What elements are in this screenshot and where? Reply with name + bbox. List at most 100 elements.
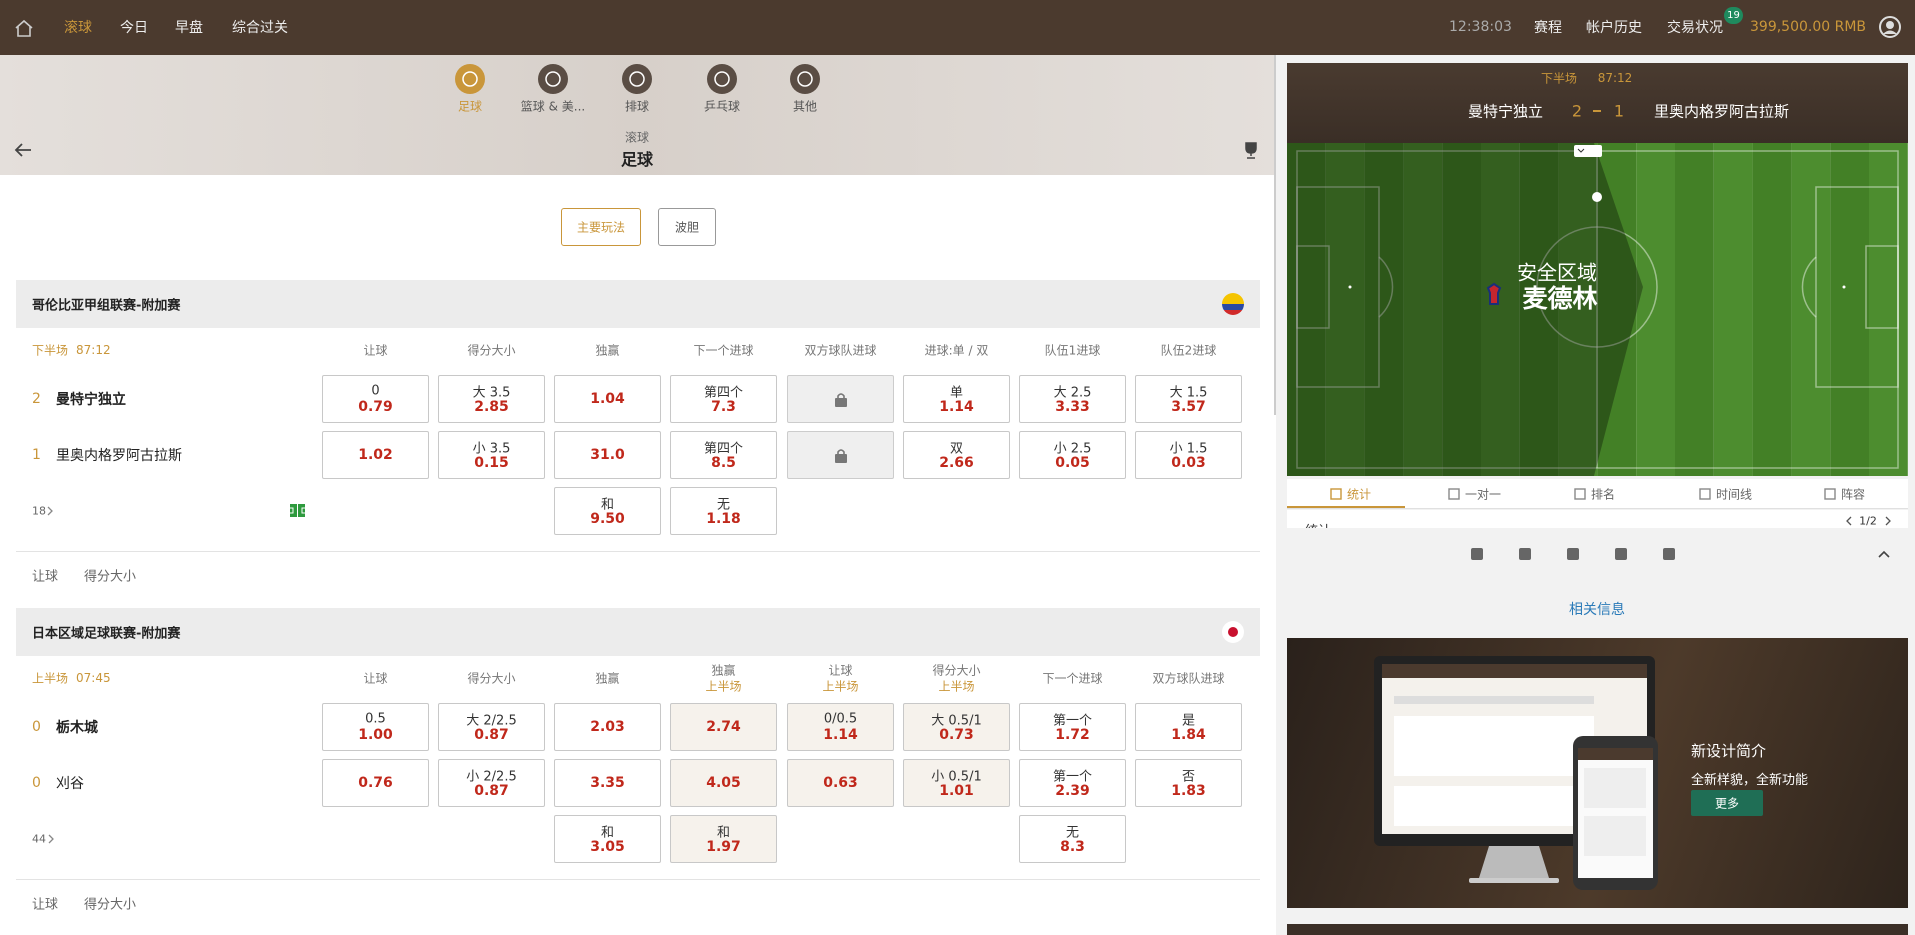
- footer-tab[interactable]: 让球: [32, 897, 59, 913]
- odds-cell[interactable]: 0.76: [322, 759, 429, 807]
- odds-cell: [787, 431, 894, 479]
- footer-tab[interactable]: 让球: [32, 569, 59, 585]
- odds-cell[interactable]: 大 1.5 3.57: [1135, 375, 1242, 423]
- sport-icon[interactable]: [537, 63, 569, 95]
- more-markets[interactable]: 44: [32, 832, 46, 846]
- odds-cell[interactable]: 2.74: [670, 703, 777, 751]
- odds-cell[interactable]: 大 2/2.5 0.87: [438, 703, 545, 751]
- team-name[interactable]: 曼特宁独立: [56, 392, 126, 408]
- home-team: 曼特宁独立: [1467, 102, 1543, 121]
- back-arrow[interactable]: [13, 141, 33, 159]
- market-tab[interactable]: 波胆: [658, 208, 716, 246]
- more-markets[interactable]: 18: [32, 504, 46, 518]
- nav-link[interactable]: 交易状况: [1667, 20, 1723, 36]
- sport-icon[interactable]: [706, 63, 738, 95]
- tool-icon[interactable]: [1565, 546, 1581, 562]
- nav-item[interactable]: 早盘: [175, 20, 203, 36]
- odds-cell[interactable]: 是 1.84: [1135, 703, 1242, 751]
- match-clock: 87:12: [76, 343, 111, 357]
- nav-item[interactable]: 滚球: [64, 20, 92, 36]
- odds-cell[interactable]: 0.5 1.00: [322, 703, 429, 751]
- sport-icon[interactable]: [621, 63, 653, 95]
- odds-cell[interactable]: 0/0.5 1.14: [787, 703, 894, 751]
- odds-cell[interactable]: 单 1.14: [903, 375, 1010, 423]
- tool-icon[interactable]: [1517, 546, 1533, 562]
- odds-cell[interactable]: 小 2.5 0.05: [1019, 431, 1126, 479]
- odds-cell[interactable]: 小 2/2.5 0.87: [438, 759, 545, 807]
- lock-icon: [835, 393, 847, 407]
- odds-cell[interactable]: 小 0.5/1 1.01: [903, 759, 1010, 807]
- odds-cell[interactable]: 和 3.05: [554, 815, 661, 863]
- odds-cell[interactable]: 大 0.5/1 0.73: [903, 703, 1010, 751]
- tracker-tab[interactable]: 时间线: [1716, 487, 1753, 502]
- top-nav: [0, 0, 1915, 55]
- odds-cell[interactable]: 0.63: [787, 759, 894, 807]
- odds-cell[interactable]: 小 3.5 0.15: [438, 431, 545, 479]
- odds-cell[interactable]: 大 3.5 2.85: [438, 375, 545, 423]
- tool-icon[interactable]: [1613, 546, 1629, 562]
- trophy-icon[interactable]: [1243, 142, 1259, 159]
- tracker-tab[interactable]: 统计: [1347, 487, 1372, 502]
- tracker-tab[interactable]: 排名: [1591, 487, 1616, 502]
- odds-cell[interactable]: 双 2.66: [903, 431, 1010, 479]
- nav-link[interactable]: 赛程: [1534, 20, 1562, 36]
- odds-cell[interactable]: 3.35: [554, 759, 661, 807]
- nav-link[interactable]: 帐户历史: [1586, 20, 1642, 36]
- nav-item[interactable]: 综合过关: [232, 20, 288, 36]
- sport-label[interactable]: 其他: [792, 99, 818, 114]
- home-icon[interactable]: [14, 18, 34, 38]
- odds-cell[interactable]: 第四个 8.5: [670, 431, 777, 479]
- odds-cell[interactable]: 第一个 2.39: [1019, 759, 1126, 807]
- odds-cell[interactable]: 无 8.3: [1019, 815, 1126, 863]
- odds-cell[interactable]: 4.05: [670, 759, 777, 807]
- odds-cell[interactable]: 第四个 7.3: [670, 375, 777, 423]
- tab-icon[interactable]: [1329, 487, 1343, 501]
- tracker-tab[interactable]: 阵容: [1841, 487, 1866, 502]
- odds-cell[interactable]: 小 1.5 0.03: [1135, 431, 1242, 479]
- nav-item[interactable]: 今日: [120, 20, 148, 36]
- odds-cell[interactable]: 1.02: [322, 431, 429, 479]
- live-field-icon[interactable]: [289, 502, 306, 519]
- odds-cell[interactable]: 1.04: [554, 375, 661, 423]
- team-name[interactable]: 里奥内格罗阿古拉斯: [56, 448, 182, 464]
- tab-icon[interactable]: [1698, 487, 1712, 501]
- team-name[interactable]: 刈谷: [56, 776, 84, 792]
- odds-cell[interactable]: 大 2.5 3.33: [1019, 375, 1126, 423]
- separator: [16, 551, 1260, 552]
- odds-cell[interactable]: 31.0: [554, 431, 661, 479]
- footer-tab[interactable]: 得分大小: [84, 897, 137, 913]
- odds-cell[interactable]: 否 1.83: [1135, 759, 1242, 807]
- sport-label[interactable]: 乒乓球: [703, 99, 741, 114]
- tab-icon[interactable]: [1573, 487, 1587, 501]
- handicap-line: 单: [949, 385, 964, 401]
- odds-cell[interactable]: 0 0.79: [322, 375, 429, 423]
- tool-icon[interactable]: [1661, 546, 1677, 562]
- avatar[interactable]: [1879, 16, 1901, 38]
- odds-cell[interactable]: 第一个 1.72: [1019, 703, 1126, 751]
- odds-cell[interactable]: 2.03: [554, 703, 661, 751]
- odds: 0.76: [358, 775, 393, 791]
- column-header: 队伍2进球: [1160, 343, 1217, 358]
- sport-icon[interactable]: [789, 63, 821, 95]
- league-name: 哥伦比亚甲组联赛-附加赛: [32, 298, 181, 314]
- tab-icon[interactable]: [1447, 487, 1461, 501]
- pager-prev[interactable]: [1846, 516, 1852, 526]
- odds: 1.83: [1171, 783, 1206, 799]
- tracker-tab[interactable]: 一对一: [1465, 487, 1502, 502]
- market-tab[interactable]: 主要玩法: [561, 208, 641, 246]
- tab-icon[interactable]: [1823, 487, 1837, 501]
- footer-tab[interactable]: 得分大小: [84, 569, 137, 585]
- sport-label[interactable]: 篮球 & 美...: [520, 99, 586, 114]
- collapse[interactable]: [1878, 550, 1890, 558]
- odds-cell[interactable]: 和 1.97: [670, 815, 777, 863]
- related-info[interactable]: 相关信息: [1569, 602, 1625, 618]
- tool-icon[interactable]: [1469, 546, 1485, 562]
- promo-button[interactable]: 更多: [1691, 790, 1763, 816]
- odds-cell[interactable]: 无 1.18: [670, 487, 777, 535]
- sport-label[interactable]: 足球: [457, 99, 483, 114]
- sport-label[interactable]: 排球: [624, 99, 650, 114]
- pager-next[interactable]: [1885, 516, 1891, 526]
- odds-cell[interactable]: 和 9.50: [554, 487, 661, 535]
- team-name[interactable]: 栃木城: [56, 720, 98, 736]
- sport-icon[interactable]: [454, 63, 486, 95]
